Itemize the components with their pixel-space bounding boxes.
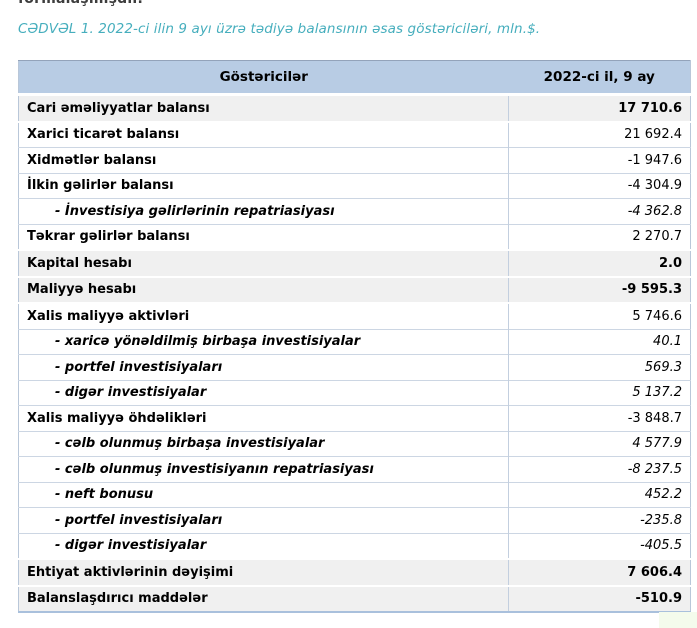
- row-value: 2 270.7: [508, 223, 691, 250]
- table-row: - İnvestisiya gəlirlərinin repatriasiyas…: [18, 198, 691, 224]
- row-label: İlkin gəlirlər balansı: [18, 172, 509, 199]
- row-label: Xalis maliyyə öhdəlikləri: [18, 405, 509, 431]
- row-value: 17 710.6: [508, 94, 691, 122]
- row-value: 7 606.4: [508, 558, 691, 586]
- table-row: - xaricə yönəldilmiş birbaşa investisiya…: [18, 328, 691, 355]
- row-label: Cari əməliyyatlar balansı: [18, 94, 509, 122]
- row-label: Ehtiyat aktivlərinin dəyişimi: [18, 558, 509, 586]
- row-label: Təkrar gəlirlər balansı: [18, 223, 509, 250]
- table-row: Xarici ticarət balansı 21 692.4: [18, 120, 691, 148]
- row-label: - cəlb olunmuş investisiyanın repatriasi…: [18, 456, 509, 482]
- row-value: 452.2: [508, 481, 691, 508]
- row-value: -235.8: [508, 507, 691, 533]
- table-row: - portfel investisiyaları 569.3: [18, 354, 691, 380]
- table-row: - neft bonusu 452.2: [18, 481, 691, 508]
- row-label: Xalis maliyyə aktivləri: [18, 302, 509, 329]
- table-row: Ehtiyat aktivlərinin dəyişimi 7 606.4: [18, 558, 691, 586]
- row-label: - neft bonusu: [18, 481, 509, 508]
- col-header-indicators: Göstəricilər: [18, 60, 509, 96]
- row-value: 5 746.6: [508, 302, 691, 329]
- row-value: -9 595.3: [508, 275, 691, 303]
- row-value: -8 237.5: [508, 456, 691, 482]
- row-label: Kapital hesabı: [18, 249, 509, 277]
- row-value: 4 577.9: [508, 430, 691, 457]
- table-header-row: Göstəricilər 2022-ci il, 9 ay: [18, 60, 691, 96]
- row-label: - portfel investisiyaları: [18, 354, 509, 380]
- row-label: Maliyyə hesabı: [18, 275, 509, 303]
- table-row: Kapital hesabı 2.0: [18, 249, 691, 277]
- table-caption: CƏDVƏL 1. 2022-ci ilin 9 ayı üzrə tədiyə…: [18, 21, 541, 37]
- table-row: Xidmətlər balansı -1 947.6: [18, 147, 691, 173]
- row-value: 40.1: [508, 328, 691, 355]
- row-value: -510.9: [508, 584, 691, 612]
- row-label: - İnvestisiya gəlirlərinin repatriasiyas…: [18, 198, 509, 224]
- row-label: Xidmətlər balansı: [18, 147, 509, 173]
- row-label: - portfel investisiyaları: [18, 507, 509, 533]
- table-row: Xalis maliyyə öhdəlikləri -3 848.7: [18, 405, 691, 431]
- row-value: 21 692.4: [508, 120, 691, 148]
- table-row: - cəlb olunmuş birbaşa investisiyalar 4 5…: [18, 430, 691, 457]
- row-label: - digər investisiyalar: [18, 532, 509, 559]
- table-row: - portfel investisiyaları -235.8: [18, 507, 691, 533]
- table-row: Cari əməliyyatlar balansı 17 710.6: [18, 94, 691, 122]
- row-value: -4 362.8: [508, 198, 691, 224]
- row-label: Xarici ticarət balansı: [18, 120, 509, 148]
- balance-table-container: Göstəricilər 2022-ci il, 9 ay Cari əməli…: [18, 60, 691, 613]
- table-body: Cari əməliyyatlar balansı 17 710.6 Xarici …: [18, 94, 691, 612]
- row-value: 569.3: [508, 354, 691, 380]
- table-row: Xalis maliyyə aktivləri 5 746.6: [18, 302, 691, 329]
- row-label: - digər investisiyalar: [18, 379, 509, 406]
- row-value: 2.0: [508, 249, 691, 277]
- row-value: -3 848.7: [508, 405, 691, 431]
- paragraph-cut-text: formalaşmışdır.: [18, 0, 143, 7]
- row-value: -405.5: [508, 532, 691, 559]
- table-row: - digər investisiyalar 5 137.2: [18, 379, 691, 406]
- row-label: - xaricə yönəldilmiş birbaşa investisiya…: [18, 328, 509, 355]
- table-row: Təkrar gəlirlər balansı 2 270.7: [18, 223, 691, 250]
- row-label: Balanslaşdırıcı maddələr: [18, 584, 509, 612]
- table-row: - digər investisiyalar -405.5: [18, 532, 691, 559]
- row-value: 5 137.2: [508, 379, 691, 406]
- col-header-period: 2022-ci il, 9 ay: [508, 60, 691, 96]
- row-label: - cəlb olunmuş birbaşa investisiyalar: [18, 430, 509, 457]
- row-value: -4 304.9: [508, 172, 691, 199]
- table-row: Maliyyə hesabı -9 595.3: [18, 275, 691, 303]
- row-value: -1 947.6: [508, 147, 691, 173]
- corner-tint-artifact: [659, 612, 697, 628]
- table-row: - cəlb olunmuş investisiyanın repatriasi…: [18, 456, 691, 482]
- table-row: İlkin gəlirlər balansı -4 304.9: [18, 172, 691, 199]
- balance-table: Göstəricilər 2022-ci il, 9 ay Cari əməli…: [18, 60, 691, 613]
- table-row: Balanslaşdırıcı maddələr -510.9: [18, 584, 691, 612]
